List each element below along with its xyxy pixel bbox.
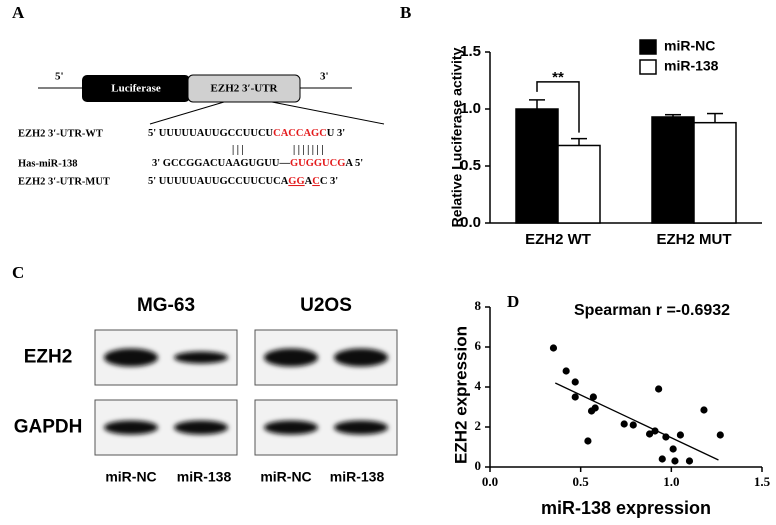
- scatter-point: [655, 385, 663, 393]
- scatter-point: [587, 407, 596, 415]
- sequence-part: C 3': [320, 176, 338, 187]
- sequence-name: EZH2 3′-UTR-MUT: [18, 176, 110, 187]
- chart-title: Spearman r =-0.6932: [574, 302, 730, 319]
- zoom-line: [271, 101, 385, 125]
- luciferase-label: Luciferase: [111, 83, 161, 95]
- blot-band: [104, 420, 158, 435]
- fit-line: [555, 382, 719, 461]
- lane-label: miR-138: [330, 469, 385, 485]
- y-tick-label: 8: [475, 298, 482, 313]
- scatter-point: [571, 393, 579, 401]
- lane-label: miR-138: [177, 469, 232, 485]
- base-pairs: | | |: [232, 144, 244, 155]
- luciferase-box: [82, 75, 190, 102]
- scatter-point: [669, 445, 677, 453]
- sequence-part: A: [305, 176, 313, 187]
- scatter-point: [571, 378, 579, 386]
- sequence-part: GG: [288, 176, 304, 187]
- y-axis-label: Relative Luciferase activity: [449, 47, 465, 227]
- scatter-point: [685, 457, 694, 465]
- utr-label: EZH2 3′-UTR: [211, 83, 279, 95]
- protein-label: EZH2: [24, 347, 73, 368]
- sequence-part: U 3': [327, 128, 345, 139]
- scatter-point: [700, 406, 708, 414]
- utr-box: [187, 74, 301, 103]
- sequence-part: 5' UUUUUAUUGCCUUCUCA: [148, 176, 289, 187]
- end-label: 5': [55, 71, 64, 83]
- sequence-part: 3' GCCGGACUAAGUGUU—: [152, 158, 290, 169]
- blot-band: [264, 420, 318, 435]
- x-tick-label: 1.5: [754, 474, 771, 489]
- sequence-part: 5' UUUUUAUUGCCUUCU: [148, 128, 274, 139]
- bar: [693, 121, 737, 224]
- sequence: 5' UUUUUAUUGCCUUCUCAGGACC 3': [148, 176, 338, 187]
- scatter-point: [671, 457, 679, 465]
- lane-label: miR-NC: [260, 469, 311, 485]
- x-tick-label: 0.5: [573, 474, 590, 489]
- group-label: U2OS: [300, 295, 352, 316]
- sequence-part: GUGGUCG: [290, 158, 345, 169]
- blot-band: [334, 420, 388, 435]
- sequence-part: A 5': [345, 158, 363, 169]
- scatter-point: [629, 421, 637, 429]
- panel-label: A: [12, 3, 25, 22]
- bar: [651, 116, 695, 224]
- bar: [515, 108, 559, 224]
- x-axis-label: miR-138 expression: [541, 498, 711, 518]
- scatter-point: [620, 420, 628, 428]
- scatter-point: [584, 437, 592, 445]
- bar: [557, 144, 601, 224]
- scatter-point: [562, 367, 570, 375]
- sequence-name: EZH2 3′-UTR-WT: [18, 128, 103, 139]
- zoom-line: [149, 101, 225, 125]
- x-tick-label: EZH2 WT: [525, 231, 591, 248]
- scatter-point: [589, 393, 597, 401]
- x-tick-label: 1.0: [663, 474, 679, 489]
- blot-band: [174, 351, 228, 364]
- y-tick-label: 0: [475, 458, 482, 473]
- y-tick-label: 4: [475, 378, 482, 393]
- blot-band: [334, 348, 388, 367]
- scatter-point: [658, 455, 666, 463]
- legend-swatch: [639, 59, 657, 75]
- panel-label: D: [507, 292, 519, 311]
- sequence-name: Has-miR-138: [18, 158, 78, 169]
- scatter-point: [676, 431, 685, 439]
- scatter-point: [716, 431, 724, 439]
- panel-label: B: [400, 3, 411, 22]
- legend-swatch: [639, 39, 657, 55]
- y-axis-label: EZH2 expression: [451, 326, 470, 464]
- legend-label: miR-138: [664, 58, 719, 74]
- scatter-point: [549, 344, 558, 352]
- significance-label: **: [552, 69, 564, 86]
- protein-label: GAPDH: [14, 417, 83, 438]
- sequence-part: CACCAGC: [273, 128, 327, 139]
- y-tick-label: 1.5: [460, 43, 481, 60]
- panel-label: C: [12, 263, 24, 282]
- sequence: 5' UUUUUAUUGCCUUCUCACCAGCU 3': [148, 128, 345, 139]
- significance-bracket: [536, 81, 580, 133]
- x-tick-label: EZH2 MUT: [657, 231, 732, 248]
- sequence: 3' GCCGGACUAAGUGUU—GUGGUCGA 5': [152, 158, 363, 169]
- blot-band: [174, 420, 228, 435]
- base-pairs: | | | | | | |: [293, 144, 323, 155]
- y-tick-label: 6: [475, 338, 482, 353]
- end-label: 3': [320, 71, 329, 83]
- y-tick-label: 2: [475, 418, 482, 433]
- scatter-point: [645, 430, 654, 438]
- legend-label: miR-NC: [664, 38, 715, 54]
- lane-label: miR-NC: [105, 469, 156, 485]
- y-tick-label: 1.0: [460, 100, 481, 117]
- sequence-part: C: [312, 176, 320, 187]
- y-tick-label: 0.5: [460, 157, 481, 174]
- y-tick-label: 0.0: [460, 214, 481, 231]
- blot-band: [104, 348, 158, 367]
- group-label: MG-63: [137, 295, 195, 316]
- x-tick-label: 0.0: [482, 474, 498, 489]
- blot-band: [264, 348, 318, 367]
- scatter-point: [662, 433, 670, 441]
